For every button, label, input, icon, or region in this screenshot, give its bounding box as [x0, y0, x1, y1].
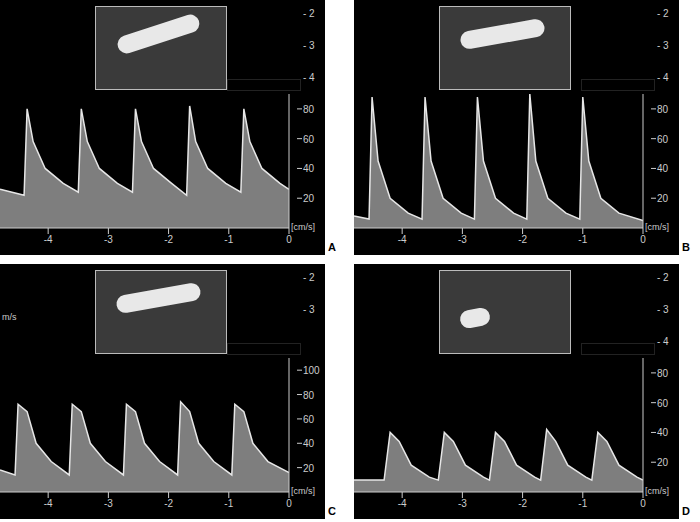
- html-text:- 4: - 4: [657, 72, 669, 83]
- svg-text:-3: -3: [458, 498, 467, 509]
- svg-text:0: 0: [286, 234, 292, 245]
- svg-text:-4: -4: [44, 498, 53, 509]
- svg-text:0: 0: [640, 498, 646, 509]
- svg-text:20: 20: [657, 457, 669, 468]
- svg-text:80: 80: [303, 390, 315, 401]
- svg-text:40: 40: [657, 163, 669, 174]
- html-text:C: C: [328, 505, 336, 517]
- svg-text:100: 100: [303, 365, 320, 376]
- svg-text:-1: -1: [578, 234, 587, 245]
- html-text:- 3: - 3: [303, 304, 315, 315]
- svg-text:40: 40: [657, 427, 669, 438]
- svg-text:40: 40: [303, 163, 315, 174]
- html-text:- 2: - 2: [657, 8, 669, 19]
- svg-text:-2: -2: [164, 498, 173, 509]
- html-text:- 2: - 2: [303, 8, 315, 19]
- html-text:[cm/s]: [cm/s]: [645, 222, 669, 232]
- html-text:- 4: - 4: [657, 336, 669, 347]
- svg-text:80: 80: [657, 368, 669, 379]
- svg-text:-4: -4: [398, 498, 407, 509]
- svg-text:80: 80: [303, 104, 315, 115]
- html-text:- 3: - 3: [303, 40, 315, 51]
- svg-text:-2: -2: [518, 498, 527, 509]
- svg-text:-3: -3: [104, 498, 113, 509]
- html-text:D: D: [682, 505, 690, 517]
- svg-text:-4: -4: [44, 234, 53, 245]
- svg-text:60: 60: [657, 398, 669, 409]
- html-text:- 2: - 2: [657, 272, 669, 283]
- html-text:m/s: m/s: [2, 312, 17, 322]
- svg-text:-2: -2: [164, 234, 173, 245]
- html-text:[cm/s]: [cm/s]: [645, 486, 669, 496]
- svg-text:0: 0: [286, 498, 292, 509]
- svg-text:-3: -3: [104, 234, 113, 245]
- svg-text:-1: -1: [578, 498, 587, 509]
- html-text:- 3: - 3: [657, 40, 669, 51]
- svg-text:60: 60: [303, 134, 315, 145]
- svg-text:-2: -2: [518, 234, 527, 245]
- svg-text:80: 80: [657, 104, 669, 115]
- svg-text:-3: -3: [458, 234, 467, 245]
- html-text:- 3: - 3: [657, 304, 669, 315]
- svg-text:-1: -1: [224, 498, 233, 509]
- html-text:[cm/s]: [cm/s]: [291, 486, 315, 496]
- html-text:- 4: - 4: [303, 72, 315, 83]
- html-text:[cm/s]: [cm/s]: [291, 222, 315, 232]
- svg-text:0: 0: [640, 234, 646, 245]
- svg-text:60: 60: [303, 414, 315, 425]
- html-text:- 2: - 2: [303, 272, 315, 283]
- svg-text:-4: -4: [398, 234, 407, 245]
- svg-text:-1: -1: [224, 234, 233, 245]
- html-text:A: A: [328, 241, 336, 253]
- svg-text:60: 60: [657, 134, 669, 145]
- svg-text:20: 20: [303, 463, 315, 474]
- html-text:B: B: [682, 241, 690, 253]
- svg-text:40: 40: [303, 438, 315, 449]
- svg-text:20: 20: [657, 193, 669, 204]
- svg-text:20: 20: [303, 193, 315, 204]
